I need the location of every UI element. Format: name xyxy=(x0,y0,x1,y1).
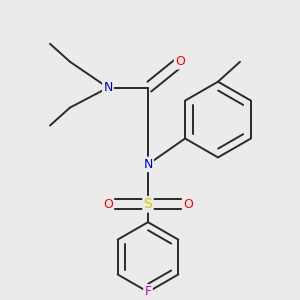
Text: O: O xyxy=(175,55,185,68)
Text: N: N xyxy=(143,158,153,171)
Text: O: O xyxy=(183,198,193,211)
Text: S: S xyxy=(144,197,152,211)
Text: F: F xyxy=(144,285,152,298)
Text: N: N xyxy=(103,81,113,94)
Text: O: O xyxy=(103,198,113,211)
